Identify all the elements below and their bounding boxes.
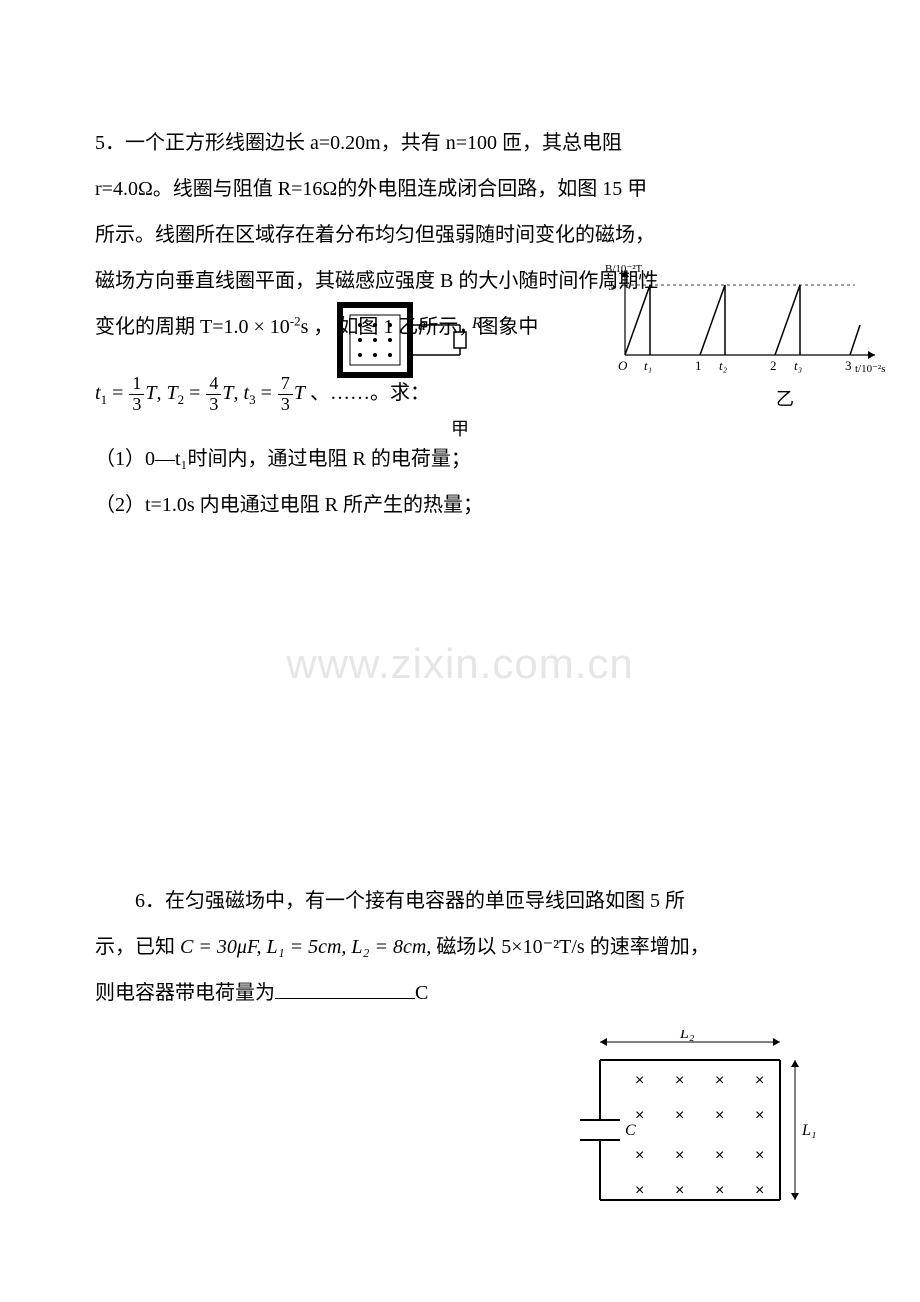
- q5-sub2: （2）t=1.0s 内电通过电阻 R 所产生的热量；: [95, 482, 825, 528]
- frac-d: 3: [206, 395, 221, 415]
- svg-text:3: 3: [845, 358, 852, 373]
- label-L1: L₁: [801, 1122, 816, 1139]
- ylabel: B/10⁻²T: [605, 263, 642, 275]
- frac-d: 3: [129, 395, 144, 415]
- figure-jia-svg: a R: [330, 290, 590, 410]
- figure-capacitor-svg: L₂ L₁ C × × × × × × × × × × × × × × × ×: [540, 1030, 820, 1220]
- svg-text:t₁: t₁: [644, 358, 652, 373]
- q5-sub1: （1）0—t₁时间内，通过电阻 R 的电荷量；: [95, 436, 825, 482]
- svg-text:2: 2: [770, 358, 777, 373]
- svg-text:×: ×: [675, 1147, 684, 1164]
- svg-text:×: ×: [635, 1072, 644, 1089]
- svg-text:×: ×: [715, 1107, 724, 1124]
- q5-line5a: 变化的周期 T=1.0 × 10: [95, 316, 290, 338]
- svg-text:×: ×: [755, 1072, 764, 1089]
- figure-capacitor: L₂ L₁ C × × × × × × × × × × × × × × × ×: [540, 1030, 820, 1220]
- svg-text:×: ×: [755, 1147, 764, 1164]
- q6-line3b: C: [415, 982, 428, 1004]
- q5-line1: 5．一个正方形线圈边长 a=0.20m，共有 n=100 匝，其总电阻: [95, 120, 825, 166]
- svg-text:×: ×: [635, 1107, 644, 1124]
- svg-text:1: 1: [695, 358, 702, 373]
- figure-jia-label: 甲: [330, 415, 590, 441]
- ytick-5: 5: [608, 279, 615, 294]
- q6-block: 6．在匀强磁场中，有一个接有电容器的单匝导线回路如图 5 所 示，已知 C = …: [95, 878, 825, 1016]
- svg-text:t₂: t₂: [719, 358, 728, 373]
- frac-n: 1: [129, 374, 144, 395]
- label-L2: L₂: [679, 1030, 695, 1042]
- figure-yi: 5 B/10⁻²T O t₁ 1 t₂ 2 t₃ 3 t/10⁻²: [600, 260, 890, 400]
- blank-answer[interactable]: [275, 979, 415, 999]
- svg-text:×: ×: [755, 1107, 764, 1124]
- q6-line1: 6．在匀强磁场中，有一个接有电容器的单匝导线回路如图 5 所: [95, 878, 825, 924]
- figure-yi-svg: 5 B/10⁻²T O t₁ 1 t₂ 2 t₃ 3 t/10⁻²: [600, 260, 890, 380]
- frac-d: 3: [278, 395, 293, 415]
- svg-text:×: ×: [635, 1147, 644, 1164]
- q6-line2b: 磁场以 5×10⁻²T/s 的速率增加，: [436, 936, 709, 958]
- svg-text:t/10⁻²s: t/10⁻²s: [855, 363, 886, 375]
- q6-line2: 示，已知 C = 30μF, L₁ = 5cm, L₂ = 8cm, 磁场以 5…: [95, 924, 825, 970]
- svg-text:t₃: t₃: [794, 358, 802, 373]
- q6-line3a: 则电容器带电荷量为: [95, 982, 275, 1004]
- svg-text:×: ×: [715, 1147, 724, 1164]
- svg-text:×: ×: [715, 1182, 724, 1199]
- q5-line5-sup: -2: [290, 313, 301, 328]
- svg-text:×: ×: [675, 1182, 684, 1199]
- watermark: www.zixin.com.cn: [286, 640, 633, 688]
- figure-yi-label: 乙: [680, 385, 890, 411]
- q6-line2a: 示，已知: [95, 936, 180, 958]
- figure-jia: a R 甲: [330, 290, 590, 410]
- svg-text:×: ×: [715, 1072, 724, 1089]
- frac-n: 4: [206, 374, 221, 395]
- svg-text:×: ×: [675, 1107, 684, 1124]
- q6-line3: 则电容器带电荷量为 C: [95, 970, 825, 1016]
- page: www.zixin.com.cn 5．一个正方形线圈边长 a=0.20m，共有 …: [0, 0, 920, 1076]
- frac-n: 7: [278, 374, 293, 395]
- svg-text:×: ×: [635, 1182, 644, 1199]
- label-C: C: [625, 1122, 636, 1139]
- label-R: R: [471, 315, 482, 332]
- svg-text:×: ×: [675, 1072, 684, 1089]
- q5-line2: r=4.0Ω。线圈与阻值 R=16Ω的外电阻连成闭合回路，如图 15 甲: [95, 166, 825, 212]
- svg-text:×: ×: [755, 1182, 764, 1199]
- q6-line2-eq: C = 30μF, L₁ = 5cm, L₂ = 8cm,: [180, 936, 431, 958]
- svg-text:O: O: [618, 358, 628, 373]
- q5-line3: 所示。线圈所在区域存在着分布均匀但强弱随时间变化的磁场，: [95, 212, 825, 258]
